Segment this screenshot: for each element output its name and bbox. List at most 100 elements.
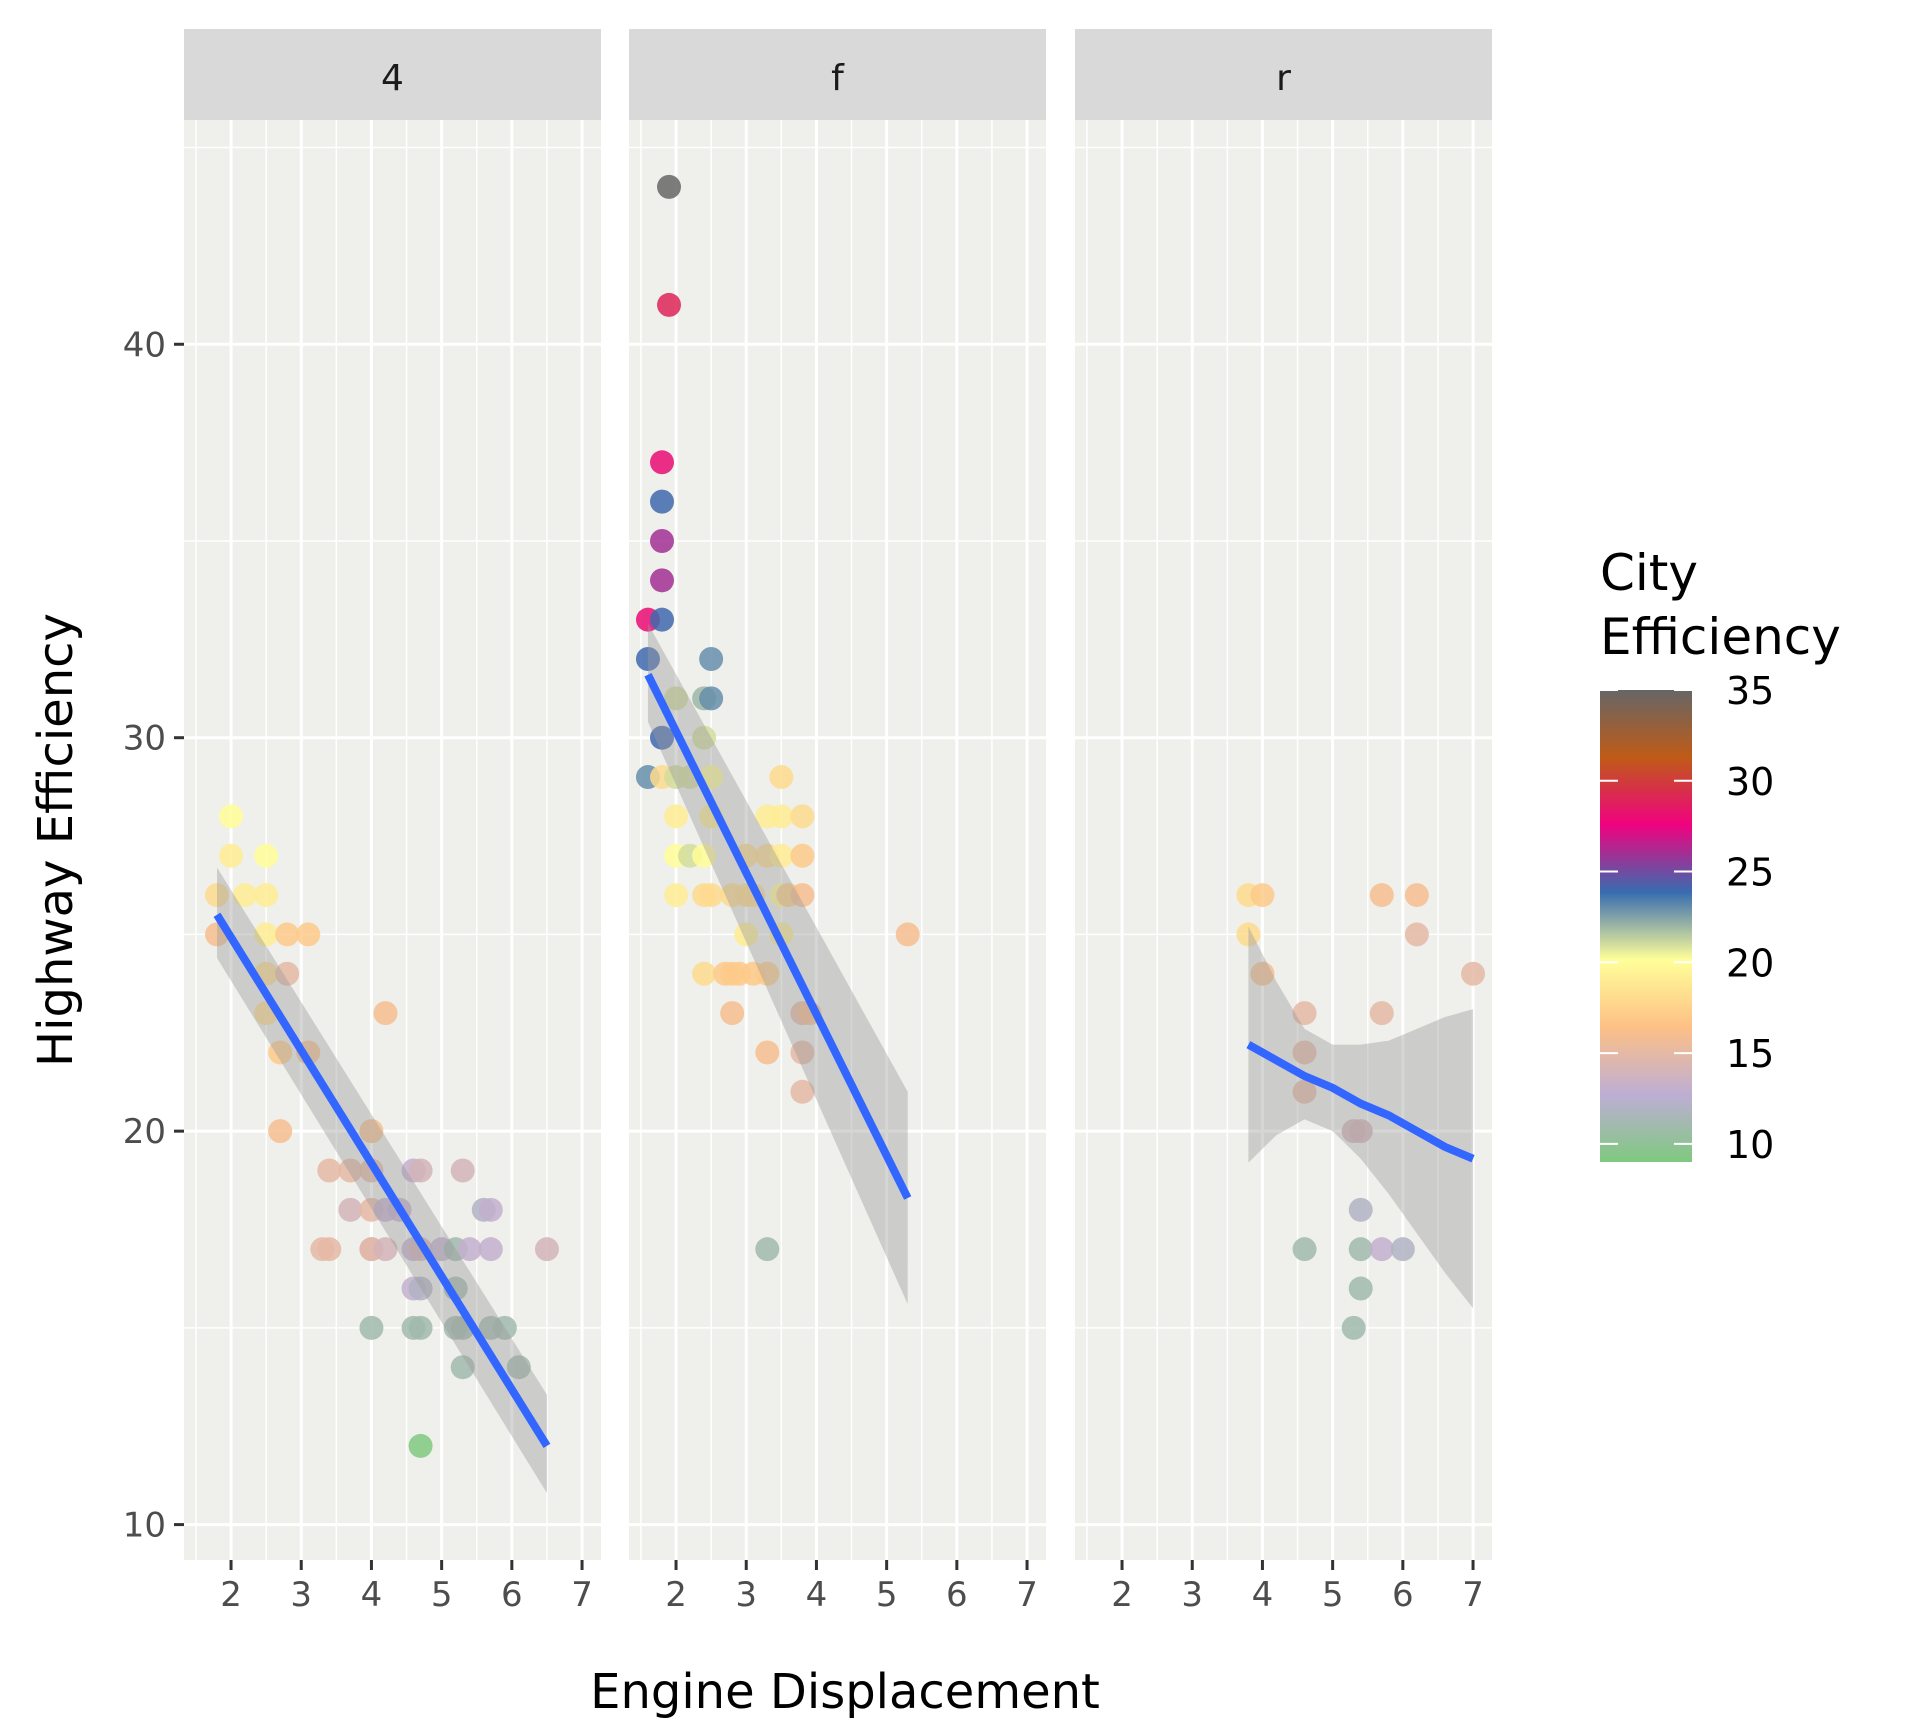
- data-point: [1250, 883, 1275, 908]
- data-point: [769, 804, 794, 829]
- y-axis-title: Highway Efficiency: [28, 613, 84, 1067]
- data-point: [373, 1237, 398, 1262]
- data-point: [219, 843, 244, 868]
- data-point: [692, 725, 717, 750]
- data-point: [649, 489, 674, 514]
- data-point: [1461, 961, 1486, 986]
- x-tick-label: 5: [876, 1575, 898, 1615]
- x-tick-label: 7: [571, 1575, 593, 1615]
- data-point: [275, 922, 300, 947]
- data-point: [790, 1079, 815, 1104]
- data-point: [895, 922, 920, 947]
- confidence-ribbon: [647, 623, 908, 1305]
- data-point: [408, 1276, 433, 1301]
- y-axis: 10 20 30 40: [123, 325, 184, 1546]
- data-point: [492, 1315, 517, 1340]
- data-point: [664, 686, 689, 711]
- data-point: [534, 1237, 559, 1262]
- color-legend: City Efficiency 10 15 20 25 30 35: [1600, 544, 1841, 1167]
- data-point: [1390, 1237, 1415, 1262]
- regression-line: [644, 672, 912, 1200]
- data-point: [275, 961, 300, 986]
- x-tick-label: 3: [735, 1575, 757, 1615]
- data-point: [457, 1237, 482, 1262]
- panel-background: [1075, 120, 1492, 1560]
- data-point: [1369, 883, 1394, 908]
- data-point: [450, 1355, 475, 1380]
- data-point: [657, 174, 682, 199]
- data-point: [790, 1040, 815, 1065]
- data-point: [1369, 1237, 1394, 1262]
- x-tick-label: 3: [290, 1575, 312, 1615]
- data-point: [1348, 1197, 1373, 1222]
- data-point: [1404, 883, 1429, 908]
- legend-tick-label: 30: [1726, 760, 1774, 804]
- data-point: [1348, 1119, 1373, 1144]
- data-point: [1250, 961, 1275, 986]
- data-point: [1292, 1040, 1317, 1065]
- data-point: [254, 883, 279, 908]
- data-point: [408, 1433, 433, 1458]
- data-point: [649, 528, 674, 553]
- data-point: [657, 292, 682, 317]
- confidence-ribbon: [1248, 926, 1474, 1309]
- y-tick-label: 10: [123, 1506, 166, 1546]
- data-point: [692, 843, 717, 868]
- x-tick-label: 3: [1181, 1575, 1203, 1615]
- y-tick-label: 20: [123, 1112, 166, 1152]
- data-point: [1292, 1237, 1317, 1262]
- x-axis-title: Engine Displacement: [590, 1664, 1100, 1720]
- legend-tick-label: 25: [1726, 851, 1774, 895]
- data-point: [506, 1355, 531, 1380]
- data-point: [755, 1040, 780, 1065]
- x-tick-label: 2: [665, 1575, 687, 1615]
- x-tick-label: 7: [1462, 1575, 1484, 1615]
- data-point: [699, 647, 724, 672]
- regression-line: [1246, 1041, 1475, 1163]
- x-tick-label: 4: [806, 1575, 828, 1615]
- data-point: [296, 922, 321, 947]
- data-point: [373, 1001, 398, 1026]
- legend-tick-label: 20: [1726, 941, 1774, 985]
- x-tick-label: 5: [1322, 1575, 1344, 1615]
- data-point: [233, 883, 258, 908]
- data-point: [699, 883, 724, 908]
- regression-line: [213, 912, 551, 1449]
- data-point: [769, 765, 794, 790]
- data-point: [790, 804, 815, 829]
- data-point: [755, 1237, 780, 1262]
- y-tick-label: 30: [123, 719, 166, 759]
- facet-strip-label: r: [1276, 58, 1291, 99]
- data-point: [664, 804, 689, 829]
- data-point: [720, 1001, 745, 1026]
- data-point: [649, 450, 674, 475]
- data-point: [1236, 922, 1261, 947]
- data-point: [699, 686, 724, 711]
- data-point: [359, 1119, 384, 1144]
- legend-tick-label: 35: [1726, 669, 1774, 713]
- data-point: [338, 1158, 363, 1183]
- facet-panel-r: r 2 3 4 5 6 7: [1075, 29, 1492, 1615]
- x-tick-label: 2: [1111, 1575, 1133, 1615]
- data-point: [1404, 922, 1429, 947]
- facet-panel-4: 4 2 3 4 5 6 7: [184, 29, 601, 1615]
- data-point: [635, 647, 660, 672]
- legend-colorbar: [1600, 690, 1692, 1162]
- legend-title-line-2: Efficiency: [1600, 608, 1841, 666]
- y-tick-label: 40: [123, 325, 166, 365]
- data-point: [1348, 1237, 1373, 1262]
- data-point: [359, 1315, 384, 1340]
- facet-panels: 4 2 3 4 5 6 7 f 2 3 4 5 6 7 r 2 3 4 5 6 7: [184, 29, 1492, 1615]
- facet-strip-label: f: [831, 58, 845, 99]
- legend-tick-label: 15: [1726, 1032, 1774, 1076]
- data-point: [1292, 1001, 1317, 1026]
- facet-strip: [629, 29, 1046, 120]
- data-point: [254, 843, 279, 868]
- data-point: [769, 843, 794, 868]
- x-tick-label: 6: [946, 1575, 968, 1615]
- data-point: [450, 1158, 475, 1183]
- data-point: [649, 568, 674, 593]
- x-tick-label: 6: [1392, 1575, 1414, 1615]
- data-point: [649, 725, 674, 750]
